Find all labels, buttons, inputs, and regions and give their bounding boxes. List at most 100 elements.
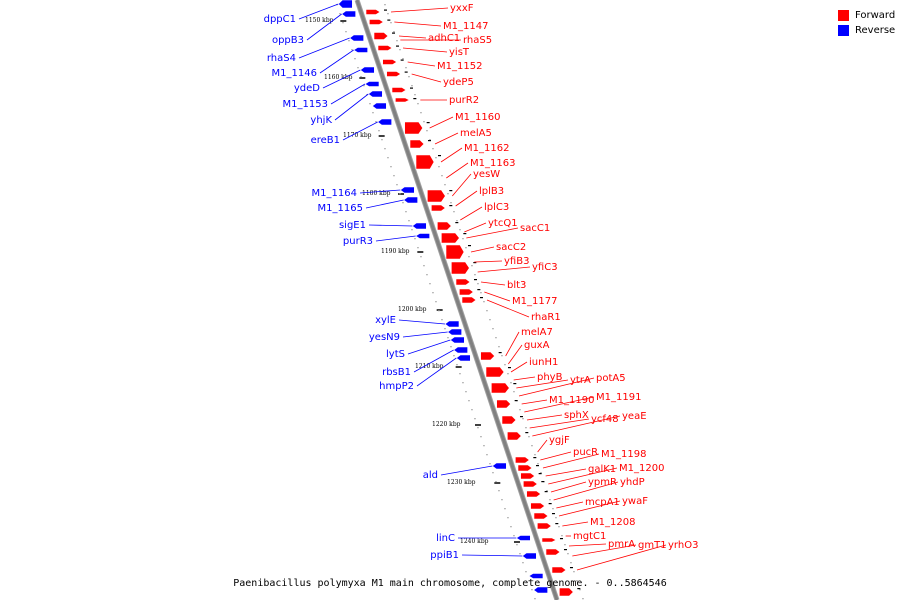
guide-dot [402,58,404,60]
leader-line [486,299,530,318]
forward-gene-pota5: potA5 [518,373,626,397]
forward-gene-ydep5: ydeP5 [411,73,474,88]
gene-label: melA7 [521,327,553,338]
guide-dot [468,400,470,402]
reverse-gene-xyle: xylE [375,315,446,326]
leader-line [537,439,548,453]
guide-dot [381,139,383,141]
guide-dot [522,418,524,420]
guide-dot [501,355,503,357]
leader-line [545,468,587,477]
guide-dot [354,58,356,60]
gene-label: M1_1147 [443,21,488,32]
guide-dot [417,247,419,249]
gene-label: oppB3 [272,35,304,46]
gene-label: rhaR1 [531,312,561,323]
gene-label: M1_1146 [272,68,317,79]
leader-line [375,235,416,242]
forward-gene-yhdp: yhdP [553,477,645,501]
gene-label: rhaS4 [267,53,296,64]
guide-dot [348,40,350,42]
tick-label: 1180 kbp [362,190,391,197]
guide-dot [537,463,539,465]
guide-dot [459,229,461,231]
leader-line [440,465,493,476]
guide-dot [576,580,578,582]
forward-gene-feature [365,9,387,15]
forward-gene-feature [551,566,573,574]
forward-gene-m1-1160: M1_1160 [429,112,500,129]
guide-dot [459,373,461,375]
reverse-gene-feature [521,552,537,560]
forward-gene-feature [526,490,548,498]
leader-line [505,331,520,357]
guide-dot [534,454,536,456]
forward-gene-sphx: sphX [526,410,589,421]
guide-dot [555,517,557,519]
guide-dot [564,544,566,546]
leader-line [394,21,442,27]
gene-label: pmrA [608,539,635,550]
gene-label: hmpP2 [379,381,414,392]
guide-dot [573,571,575,573]
forward-gene-rhar1: rhaR1 [486,299,561,323]
tick-label: 1210 kbp [415,363,444,370]
leader-line [470,246,495,253]
leader-line [477,266,531,273]
reverse-gene-feature [528,573,544,579]
gene-label: mcpA1 [585,497,620,508]
forward-gene-adhc1: adhC1 [398,33,460,44]
guide-dot [396,184,398,186]
gene-label: M1_1160 [455,112,500,123]
guide-dot [345,31,347,33]
reverse-gene-ppib1: ppiB1 [430,550,523,561]
forward-gene-rhas5: rhaS5 [400,35,492,46]
forward-gene-m1-1200: M1_1200 [548,463,664,485]
gene-label: gmT1 [638,540,667,551]
gene-label: ydeP5 [443,77,474,88]
leader-line [342,121,378,141]
gene-label: yxxF [450,3,474,14]
leader-line [480,281,506,286]
guide-dot [342,22,344,24]
guide-dot [519,409,521,411]
leader-line [407,339,451,355]
guide-dot [384,148,386,150]
guide-dot [495,481,497,483]
forward-gene-sacc1: sacC1 [466,223,550,239]
forward-gene-feature [409,139,431,149]
reverse-gene-feature [371,102,387,110]
backbone-line [355,0,559,600]
guide-dot [579,589,581,591]
guide-dot [492,328,494,330]
forward-gene-m1-1152: M1_1152 [407,61,482,72]
guide-dot [486,454,488,456]
leader-line [319,49,354,74]
leader-line [429,116,454,129]
reverse-gene-linc: linC [436,533,517,544]
guide-dot [462,382,464,384]
gene-label: ygjF [549,435,570,446]
forward-gene-yfic3: yfiC3 [477,262,558,273]
leader-line [402,331,448,338]
forward-gene-feature [427,189,453,203]
leader-line [368,224,413,227]
guide-dot [501,499,503,501]
forward-gene-feature [404,121,430,135]
forward-gene-pucr: pucR [540,447,598,461]
guide-dot [426,274,428,276]
guide-dot [447,337,449,339]
reverse-gene-feature [415,233,430,239]
guide-dot [525,571,527,573]
gene-label: xylE [375,315,396,326]
reverse-gene-lyts: lytS [386,339,451,360]
guide-dot [489,463,491,465]
gene-label: melA5 [460,128,492,139]
leader-line [413,349,454,373]
forward-gene-yist: yisT [402,47,470,58]
reverse-gene-ereb1: ereB1 [311,121,378,146]
leader-line [556,501,584,509]
leader-line [411,73,442,83]
guide-dot [456,220,458,222]
guide-dot [399,49,401,51]
